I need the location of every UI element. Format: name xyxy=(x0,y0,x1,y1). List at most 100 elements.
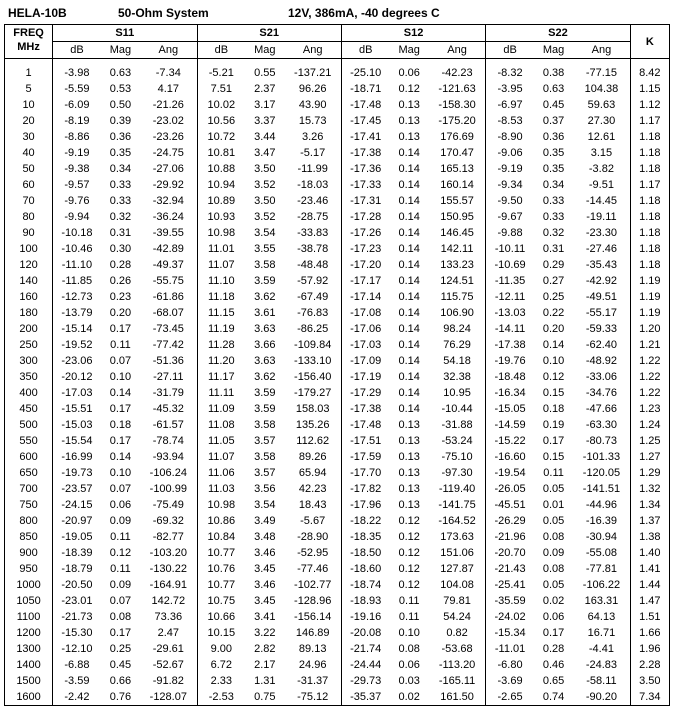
table-cell: -12.10 xyxy=(53,641,101,657)
table-cell: 250 xyxy=(5,337,53,353)
table-cell: -106.24 xyxy=(140,465,197,481)
table-cell: -38.78 xyxy=(285,241,342,257)
table-cell: 50 xyxy=(5,161,53,177)
table-cell: -11.35 xyxy=(486,273,534,289)
table-cell: -18.60 xyxy=(341,561,389,577)
table-cell: 0.34 xyxy=(534,177,573,193)
table-cell: -17.82 xyxy=(341,481,389,497)
table-cell: 0.18 xyxy=(101,417,140,433)
table-cell: 0.09 xyxy=(101,513,140,529)
table-cell: -20.97 xyxy=(53,513,101,529)
table-row: 70-9.760.33-32.9410.893.50-23.46-17.310.… xyxy=(5,193,670,209)
table-row: 140-11.850.26-55.7511.103.59-57.92-17.17… xyxy=(5,273,670,289)
table-cell: -165.11 xyxy=(429,673,486,689)
table-cell: -90.20 xyxy=(573,689,630,706)
table-cell: -9.19 xyxy=(53,145,101,161)
table-cell: -113.20 xyxy=(429,657,486,673)
table-cell: 0.07 xyxy=(101,353,140,369)
table-cell: -2.65 xyxy=(486,689,534,706)
table-cell: 3.57 xyxy=(245,433,284,449)
header-line: HELA-10B 50-Ohm System 12V, 386mA, -40 d… xyxy=(4,4,670,24)
table-cell: -25.10 xyxy=(341,65,389,81)
table-row: 30-8.860.36-23.2610.723.443.26-17.410.13… xyxy=(5,129,670,145)
table-cell: 700 xyxy=(5,481,53,497)
table-cell: -26.05 xyxy=(486,481,534,497)
table-cell: 850 xyxy=(5,529,53,545)
table-cell: -19.73 xyxy=(53,465,101,481)
table-cell: 10.56 xyxy=(197,113,245,129)
table-cell: -48.48 xyxy=(285,257,342,273)
table-cell: 3.41 xyxy=(245,609,284,625)
table-row: 450-15.510.17-45.3211.093.59158.03-17.38… xyxy=(5,401,670,417)
table-cell: -14.11 xyxy=(486,321,534,337)
table-cell: 0.02 xyxy=(390,689,429,706)
table-cell: -2.42 xyxy=(53,689,101,706)
table-cell: 0.09 xyxy=(101,577,140,593)
table-cell: 0.14 xyxy=(390,273,429,289)
table-cell: 10 xyxy=(5,97,53,113)
table-cell: 1.51 xyxy=(630,609,669,625)
table-cell: -21.96 xyxy=(486,529,534,545)
table-cell: -23.06 xyxy=(53,353,101,369)
table-cell: -17.29 xyxy=(341,385,389,401)
table-cell: 43.90 xyxy=(285,97,342,113)
table-cell: -14.59 xyxy=(486,417,534,433)
table-cell: 3.46 xyxy=(245,577,284,593)
table-cell: 180 xyxy=(5,305,53,321)
table-cell: -16.34 xyxy=(486,385,534,401)
table-cell: 0.14 xyxy=(390,257,429,273)
table-cell: 2.82 xyxy=(245,641,284,657)
table-cell: 60 xyxy=(5,177,53,193)
table-cell: 0.12 xyxy=(390,513,429,529)
table-cell: -13.79 xyxy=(53,305,101,321)
table-cell: 0.39 xyxy=(101,113,140,129)
table-cell: 89.13 xyxy=(285,641,342,657)
table-cell: 900 xyxy=(5,545,53,561)
table-row: 100-10.460.30-42.8911.013.55-38.78-17.23… xyxy=(5,241,670,257)
table-cell: -24.83 xyxy=(573,657,630,673)
table-cell: -93.94 xyxy=(140,449,197,465)
table-cell: 1.18 xyxy=(630,193,669,209)
table-cell: -69.32 xyxy=(140,513,197,529)
table-cell: 0.34 xyxy=(101,161,140,177)
table-cell: 2.47 xyxy=(140,625,197,641)
table-row: 180-13.790.20-68.0711.153.61-76.83-17.08… xyxy=(5,305,670,321)
table-cell: 1500 xyxy=(5,673,53,689)
table-cell: -5.17 xyxy=(285,145,342,161)
table-cell: -17.45 xyxy=(341,113,389,129)
table-cell: 0.28 xyxy=(534,641,573,657)
table-cell: 176.69 xyxy=(429,129,486,145)
table-cell: 3.66 xyxy=(245,337,284,353)
table-cell: -17.28 xyxy=(341,209,389,225)
table-cell: 3.52 xyxy=(245,177,284,193)
table-cell: 3.58 xyxy=(245,449,284,465)
table-cell: -18.22 xyxy=(341,513,389,529)
table-cell: 0.15 xyxy=(534,449,573,465)
table-cell: 0.11 xyxy=(101,561,140,577)
table-cell: 1.15 xyxy=(630,81,669,97)
table-cell: -17.51 xyxy=(341,433,389,449)
table-cell: -57.92 xyxy=(285,273,342,289)
table-cell: 0.25 xyxy=(101,641,140,657)
table-cell: -42.92 xyxy=(573,273,630,289)
table-cell: -21.74 xyxy=(341,641,389,657)
table-cell: -18.71 xyxy=(341,81,389,97)
table-cell: -9.76 xyxy=(53,193,101,209)
table-cell: -80.73 xyxy=(573,433,630,449)
table-cell: -55.08 xyxy=(573,545,630,561)
table-cell: -59.33 xyxy=(573,321,630,337)
table-cell: 300 xyxy=(5,353,53,369)
table-cell: 0.76 xyxy=(101,689,140,706)
table-row: 1200-15.300.172.4710.153.22146.89-20.080… xyxy=(5,625,670,641)
s12-db-header: dB xyxy=(341,42,389,59)
s12-header: S12 xyxy=(341,25,485,42)
table-cell: 146.45 xyxy=(429,225,486,241)
table-cell: 1300 xyxy=(5,641,53,657)
table-cell: 0.14 xyxy=(390,337,429,353)
table-row: 750-24.150.06-75.4910.983.5418.43-17.960… xyxy=(5,497,670,513)
table-row: 120-11.100.28-49.3711.073.58-48.48-17.20… xyxy=(5,257,670,273)
table-row: 40-9.190.35-24.7510.813.47-5.17-17.380.1… xyxy=(5,145,670,161)
table-cell: 3.63 xyxy=(245,321,284,337)
table-cell: 0.10 xyxy=(101,369,140,385)
table-cell: 10.02 xyxy=(197,97,245,113)
